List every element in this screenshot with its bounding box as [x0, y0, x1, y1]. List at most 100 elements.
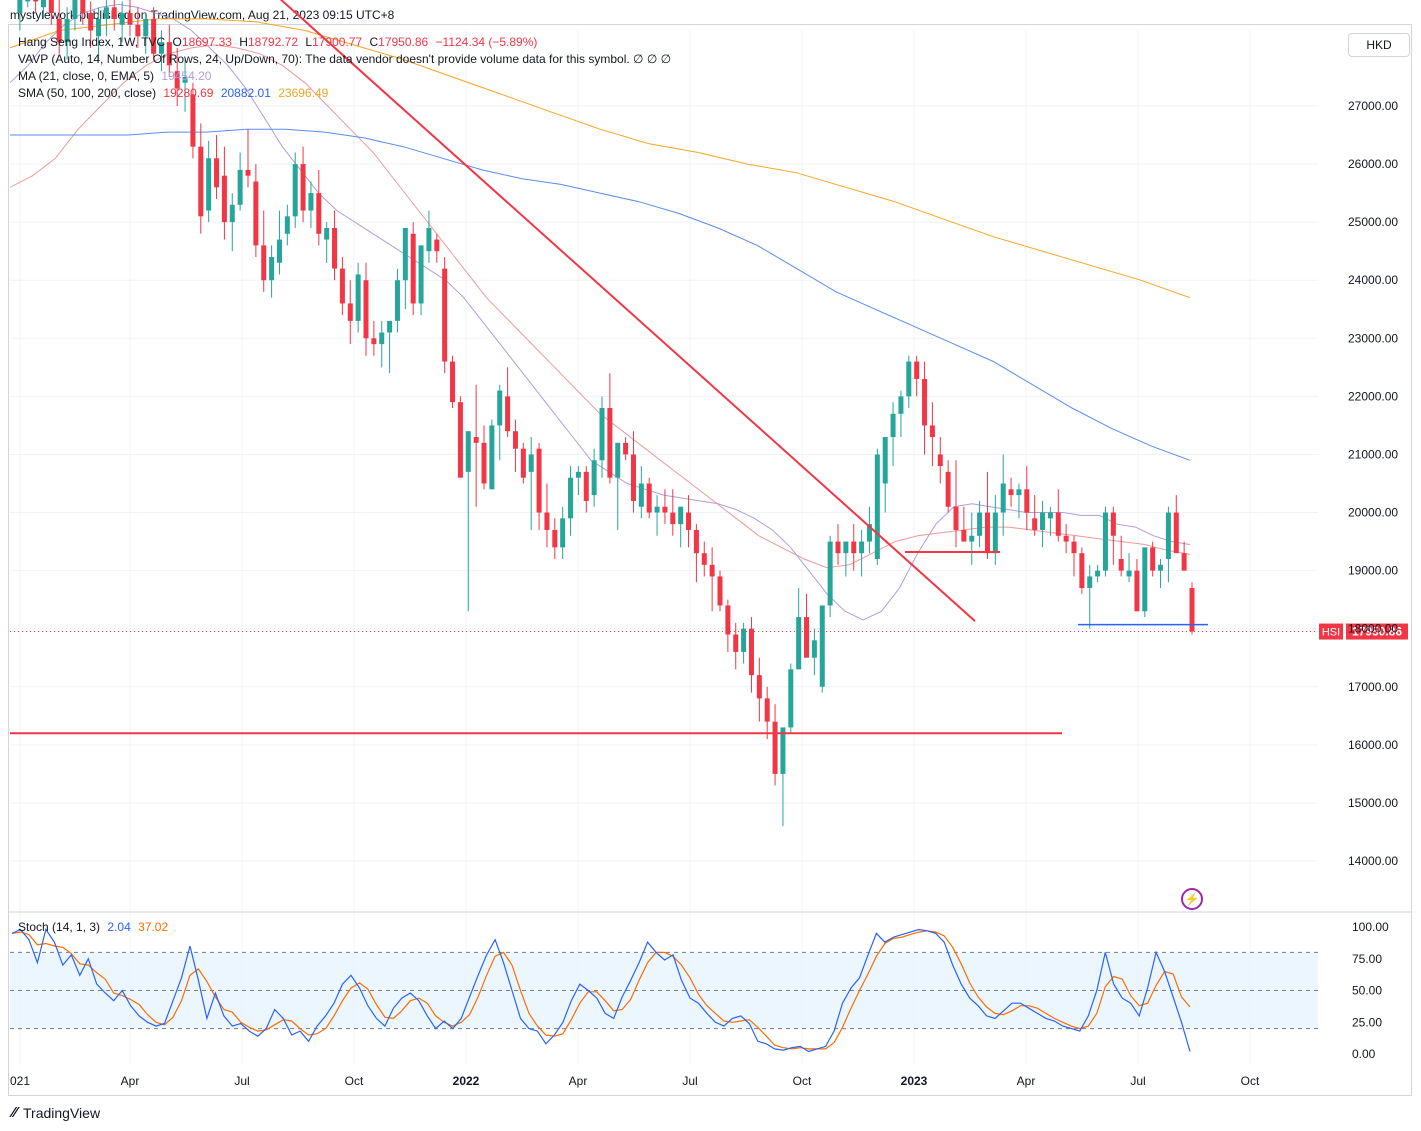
candle-body — [1024, 489, 1030, 513]
candle-body — [929, 425, 935, 438]
candle-body — [1040, 512, 1046, 530]
ma-legend[interactable]: MA (21, close, 0, EMA, 5) 19454.20 — [18, 69, 215, 83]
candle — [874, 448, 880, 565]
candle — [221, 146, 227, 240]
currency-button[interactable]: HKD — [1348, 33, 1410, 57]
sma100-line — [10, 128, 1191, 461]
candle-body — [568, 477, 574, 519]
x-tick-label: Jul — [682, 1074, 697, 1088]
candle — [56, 0, 62, 54]
candle — [788, 663, 794, 734]
candle — [497, 384, 503, 461]
candle-body — [505, 396, 511, 432]
candle — [1142, 547, 1148, 618]
candle — [292, 152, 298, 228]
candle — [17, 0, 23, 31]
y-tick-label: 19000.00 — [1348, 564, 1398, 578]
candle-body — [843, 541, 849, 554]
candle — [135, 7, 141, 48]
vp-legend[interactable]: VAVP (Auto, 14, Number Of Rows, 24, Up/D… — [18, 52, 675, 66]
candle — [457, 396, 463, 478]
candle-body — [882, 437, 888, 484]
candle — [591, 448, 597, 507]
candle — [992, 495, 998, 565]
candle — [678, 506, 684, 548]
sma200-value: 23696.49 — [278, 86, 329, 100]
candle — [1008, 477, 1014, 507]
candle-body — [748, 628, 754, 676]
candle-body — [1102, 512, 1108, 571]
candle-body — [693, 529, 699, 554]
candle — [552, 518, 558, 559]
candle-body — [866, 524, 872, 542]
candle — [489, 419, 495, 490]
replay-icon[interactable]: ⚡ — [1181, 888, 1203, 910]
candle — [269, 245, 275, 298]
candle — [363, 262, 369, 356]
sma200-line — [9, 18, 1191, 299]
candle — [450, 355, 456, 408]
x-tick-label: Jul — [234, 1074, 249, 1088]
sma-legend[interactable]: SMA (50, 100, 200, close) 19280.69 20882… — [18, 86, 332, 100]
candle — [347, 280, 353, 345]
candle — [1063, 524, 1069, 554]
candle — [371, 320, 377, 356]
candle-body — [733, 634, 739, 652]
candle — [709, 547, 715, 612]
candle — [937, 437, 943, 484]
candle-body — [520, 448, 526, 478]
candle — [984, 471, 990, 559]
candle-body — [166, 42, 172, 66]
x-tick-label: Jul — [1130, 1074, 1145, 1088]
candle-body — [654, 506, 660, 513]
price-tag-value: 17950.86 — [1352, 625, 1402, 639]
candle — [575, 466, 581, 496]
candle — [300, 146, 306, 223]
stoch-k-value: 2.04 — [107, 920, 131, 934]
candle-body — [300, 164, 306, 211]
candle — [473, 384, 479, 507]
candle — [166, 24, 172, 77]
candle — [465, 431, 471, 612]
candle-body — [819, 605, 825, 687]
candle-body — [615, 442, 621, 478]
y-tick-label: 20000.00 — [1348, 506, 1398, 520]
y-tick-label: 27000.00 — [1348, 99, 1398, 113]
candle — [725, 599, 731, 652]
stoch-legend[interactable]: Stoch (14, 1, 3) 2.04 37.02 — [18, 920, 172, 934]
candle-body — [630, 454, 636, 501]
candle — [324, 222, 330, 263]
stoch-y-tick-label: 100.00 — [1352, 920, 1389, 934]
candle-body — [473, 437, 479, 443]
candle — [1016, 483, 1022, 519]
candle — [977, 500, 983, 548]
candle-body — [127, 13, 133, 25]
sma100-value: 20882.01 — [220, 86, 271, 100]
candle — [827, 535, 833, 618]
candle-body — [88, 13, 94, 31]
candle — [638, 466, 644, 519]
x-tick-label: 021 — [10, 1074, 30, 1088]
candle — [906, 355, 912, 408]
candle — [1189, 582, 1195, 635]
candle — [119, 1, 125, 43]
candle-body — [111, 7, 117, 19]
y-tick-label: 26000.00 — [1348, 157, 1398, 171]
ohlc-change: −1124.34 (−5.89%) — [435, 35, 538, 49]
candle — [481, 425, 487, 490]
ma-legend-value: 19454.20 — [161, 69, 212, 83]
candle — [198, 123, 204, 234]
candle — [1110, 506, 1116, 565]
x-tick-label: 2023 — [901, 1074, 928, 1088]
vp-legend-text: VAVP (Auto, 14, Number Of Rows, 24, Up/D… — [18, 52, 672, 66]
candle — [544, 483, 550, 548]
x-tick-label: Oct — [793, 1074, 812, 1088]
y-tick-label: 18000.00 — [1348, 622, 1398, 636]
chart-frame — [8, 24, 1412, 1096]
candle-body — [1095, 570, 1101, 577]
candle — [25, 0, 31, 8]
candle — [418, 245, 424, 316]
candle-body — [96, 18, 102, 37]
candle-body — [284, 216, 290, 234]
